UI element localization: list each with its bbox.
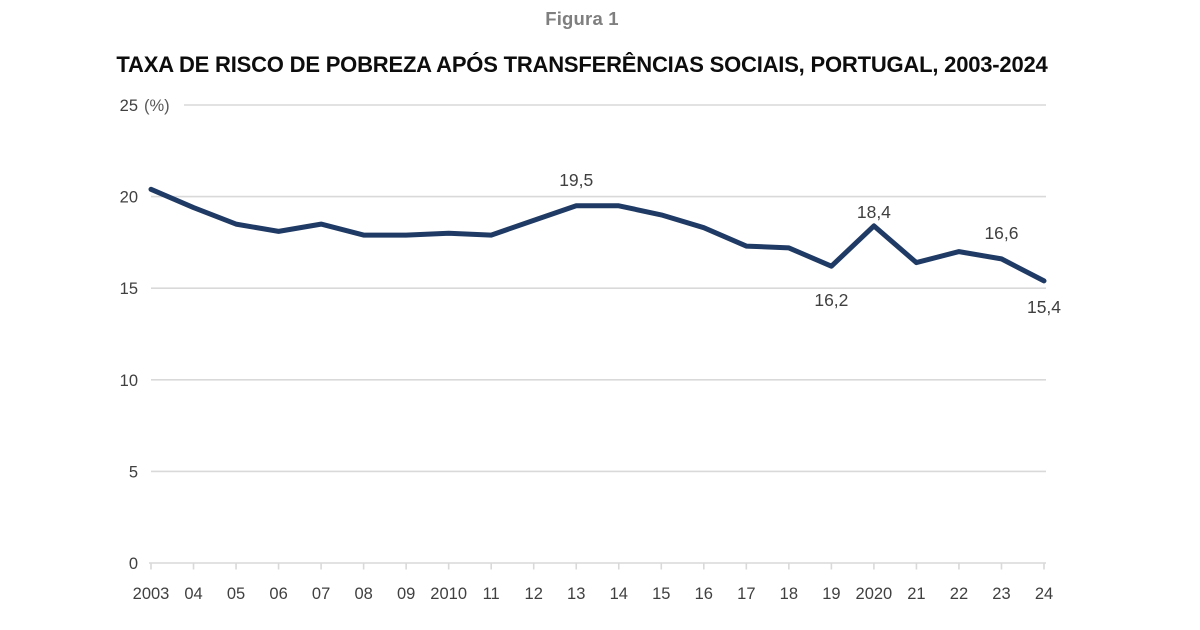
x-tick-label: 04 xyxy=(184,585,202,603)
x-tick-label: 23 xyxy=(992,585,1010,603)
x-tick-label: 12 xyxy=(525,585,543,603)
y-tick-label: 5 xyxy=(129,463,138,481)
x-tick-label: 06 xyxy=(269,585,287,603)
data-point-label: 16,2 xyxy=(814,290,848,310)
x-tick-label: 2003 xyxy=(133,585,170,603)
x-tick-label: 2020 xyxy=(856,585,893,603)
x-tick-label: 17 xyxy=(737,585,755,603)
y-tick-label: 20 xyxy=(120,189,138,207)
unit-label-backdrop xyxy=(138,94,184,118)
x-tick-label: 13 xyxy=(567,585,585,603)
x-tick-label: 14 xyxy=(610,585,628,603)
x-tick-label: 21 xyxy=(907,585,925,603)
x-tick-label: 09 xyxy=(397,585,415,603)
data-point-label: 16,6 xyxy=(984,223,1018,243)
x-tick-label: 22 xyxy=(950,585,968,603)
y-tick-label: 10 xyxy=(120,372,138,390)
x-tick-label: 11 xyxy=(483,585,500,603)
x-tick-label: 16 xyxy=(695,585,713,603)
y-unit-label: (%) xyxy=(144,97,170,115)
x-tick-label: 19 xyxy=(822,585,840,603)
x-tick-label: 18 xyxy=(780,585,798,603)
data-point-label: 19,5 xyxy=(559,170,593,190)
figure-label: Figura 1 xyxy=(545,8,619,29)
x-tick-label: 2010 xyxy=(430,585,467,603)
x-tick-label: 07 xyxy=(312,585,330,603)
data-point-label: 15,4 xyxy=(1027,297,1061,317)
data-point-label: 18,4 xyxy=(857,202,891,222)
x-tick-label: 15 xyxy=(652,585,670,603)
y-tick-label: 0 xyxy=(129,555,138,573)
chart-title: TAXA DE RISCO DE POBREZA APÓS TRANSFERÊN… xyxy=(116,52,1048,77)
y-tick-label: 15 xyxy=(120,280,138,298)
y-tick-label: 25 xyxy=(120,97,138,115)
x-tick-label: 08 xyxy=(354,585,372,603)
x-tick-label: 24 xyxy=(1035,585,1053,603)
data-line xyxy=(148,186,1047,284)
x-tick-label: 05 xyxy=(227,585,245,603)
